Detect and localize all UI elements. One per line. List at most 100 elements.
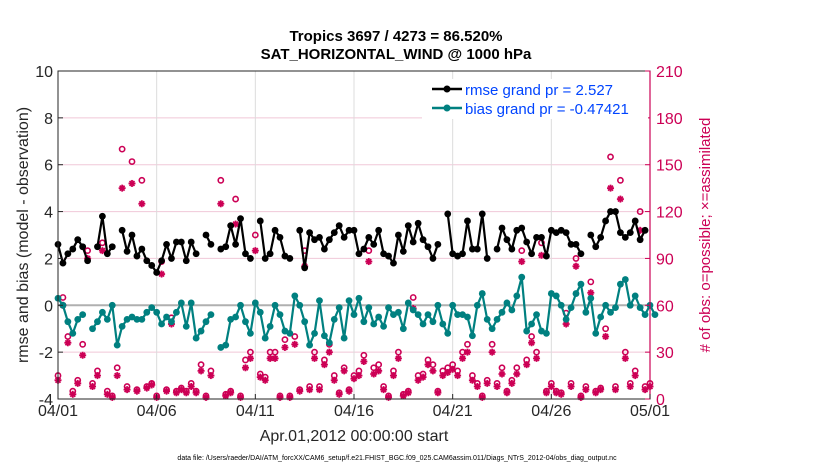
asterisk-stroke xyxy=(424,361,432,368)
obs-assimilated-marker xyxy=(93,372,101,380)
asterisk-stroke xyxy=(415,377,422,384)
obs-assimilated-marker xyxy=(355,372,363,380)
asterisk-stroke xyxy=(99,247,106,254)
asterisk-stroke xyxy=(449,366,456,373)
obs-assimilated-marker xyxy=(315,386,323,394)
rmse-point xyxy=(261,255,269,262)
obs-assimilated-marker xyxy=(592,389,600,397)
rmse-point xyxy=(138,245,146,253)
bias-point xyxy=(301,318,309,326)
asterisk-stroke xyxy=(291,341,298,348)
asterisk-stroke xyxy=(123,386,131,393)
obs-assimilated-marker xyxy=(439,372,447,380)
obs-possible-marker xyxy=(528,333,535,340)
right-y-tick-label: 210 xyxy=(656,64,683,81)
rmse-point xyxy=(59,259,67,267)
bias-point xyxy=(321,332,328,340)
bias-point xyxy=(138,315,146,323)
asterisk-stroke xyxy=(563,320,570,328)
legend-rmse-label: rmse grand pr = 2.527 xyxy=(465,82,613,99)
obs-possible-marker xyxy=(138,176,146,184)
bias-point xyxy=(449,301,457,309)
bias-point xyxy=(296,301,304,309)
bias-point xyxy=(612,304,619,312)
obs-assimilated-marker xyxy=(251,247,259,255)
obs-assimilated-marker xyxy=(227,389,235,397)
obs-assimilated-marker xyxy=(133,387,141,395)
asterisk-stroke xyxy=(365,258,372,265)
asterisk-stroke xyxy=(375,367,382,374)
x-tick-label: 04/11 xyxy=(236,403,275,420)
asterisk-stroke xyxy=(572,263,580,270)
bias-point xyxy=(350,311,358,319)
bias-point xyxy=(523,327,531,335)
obs-possible-marker xyxy=(518,247,526,255)
chart-title-line1: Tropics 3697 / 4273 = 86.520% xyxy=(289,28,502,45)
asterisk-stroke xyxy=(474,383,481,390)
asterisk-stroke xyxy=(602,333,609,340)
asterisk-stroke xyxy=(641,386,649,393)
rmse-point xyxy=(577,250,585,258)
obs-assimilated-marker xyxy=(64,339,72,347)
obs-possible-marker xyxy=(498,364,506,372)
rmse-point xyxy=(108,243,116,251)
chart-title-line2: SAT_HORIZONTAL_WIND @ 1000 hPa xyxy=(261,46,532,63)
x-ticks: 04/01 04/06 04/11 04/16 04/21 04/26 05/01 xyxy=(38,394,670,420)
obs-assimilated-marker xyxy=(113,372,121,380)
obs-assimilated-marker xyxy=(187,383,195,391)
bias-point xyxy=(232,313,240,321)
obs-assimilated-marker xyxy=(197,367,205,375)
asterisk-stroke xyxy=(459,355,466,362)
rmse-point xyxy=(478,210,486,218)
right-y-tick-label: 90 xyxy=(656,251,674,268)
rmse-point xyxy=(602,217,609,225)
asterisk-stroke xyxy=(178,386,185,393)
bias-point xyxy=(503,299,511,307)
asterisk-stroke xyxy=(533,355,540,362)
bias-point xyxy=(94,318,101,326)
rmse-point xyxy=(202,231,210,239)
asterisk-stroke xyxy=(193,389,200,396)
obs-possible-marker xyxy=(488,340,496,348)
obs-assimilated-marker xyxy=(621,354,629,362)
bias-point xyxy=(528,320,535,328)
bias-point xyxy=(552,292,560,300)
obs-assimilated-marker xyxy=(370,370,378,378)
rmse-point xyxy=(528,250,535,258)
obs-assimilated-marker xyxy=(389,372,397,380)
obs-assimilated-marker xyxy=(419,373,427,381)
rmse-point xyxy=(404,222,412,230)
asterisk-stroke xyxy=(523,361,530,368)
asterisk-stroke xyxy=(138,200,145,207)
obs-assimilated-marker xyxy=(330,376,338,384)
bias-point xyxy=(306,341,313,349)
rmse-point xyxy=(636,236,644,244)
rmse-point xyxy=(617,229,624,237)
rmse-point xyxy=(69,245,77,253)
obs-assimilated-marker xyxy=(459,354,467,362)
obs-assimilated-marker xyxy=(345,387,353,395)
rmse-point xyxy=(163,240,170,248)
obs-assimilated-marker xyxy=(103,390,111,398)
asterisk-stroke xyxy=(454,372,461,379)
obs-assimilated-marker xyxy=(444,368,452,376)
rmse-point xyxy=(419,236,427,244)
rmse-point xyxy=(99,212,106,220)
bias-point xyxy=(395,308,402,316)
rmse-point xyxy=(459,250,466,258)
obs-assimilated-marker xyxy=(493,383,501,391)
obs-possible-marker xyxy=(118,145,126,153)
asterisk-stroke xyxy=(222,392,229,399)
asterisk-stroke xyxy=(395,355,402,362)
obs-possible-marker xyxy=(251,231,259,239)
obs-assimilated-marker xyxy=(533,354,541,362)
asterisk-stroke xyxy=(173,389,180,396)
bias-point xyxy=(148,304,156,312)
obs-possible-marker xyxy=(197,361,205,369)
asterisk-stroke xyxy=(252,247,259,254)
rmse-line-segment xyxy=(121,230,198,274)
obs-assimilated-marker xyxy=(626,383,634,391)
obs-assimilated-marker xyxy=(360,358,368,366)
asterisk-stroke xyxy=(405,389,412,396)
rmse-point xyxy=(256,217,264,225)
